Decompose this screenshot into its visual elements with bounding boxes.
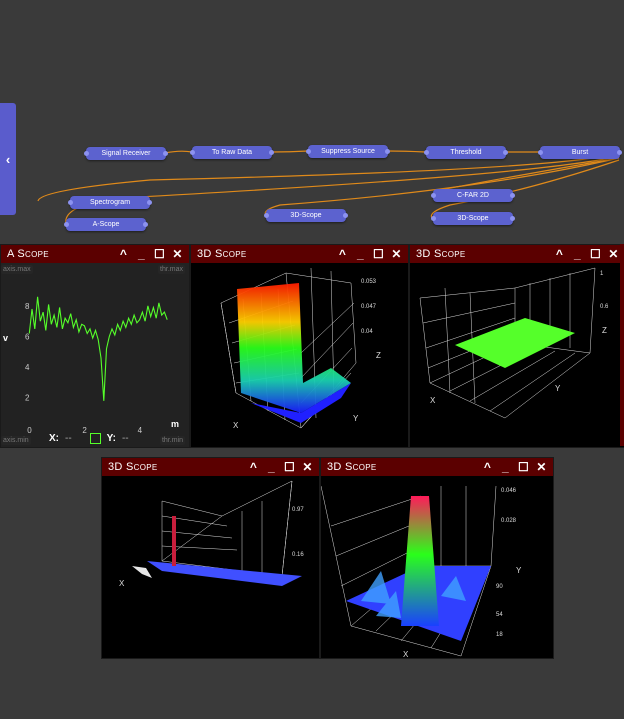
axis-min-field[interactable]: axis.min	[1, 436, 31, 445]
a-scope-title-bar[interactable]: A Scope ^ _ ☐ ✕	[1, 245, 189, 263]
z-tick: 1	[600, 271, 604, 277]
3d-scope-title-bar[interactable]: 3D Scope ^ _ ☐ ✕	[321, 458, 553, 476]
y-tick: 54	[496, 612, 503, 618]
maximize-icon[interactable]: ☐	[590, 247, 602, 261]
close-icon[interactable]: ✕	[391, 247, 402, 261]
z-axis-label: Z	[602, 326, 607, 335]
node-3d-scope-a[interactable]: 3D-Scope	[264, 209, 348, 222]
3d-surface-plot[interactable]: 1 0.6 Z X Y	[410, 263, 624, 447]
z-tick: 0.053	[361, 279, 377, 285]
y-axis-label: Y	[353, 414, 359, 423]
y-tick: 90	[496, 584, 503, 590]
y-readout-value: --	[121, 433, 129, 444]
y-tick-label: 8	[25, 302, 30, 311]
x-tick-label: 4	[138, 426, 143, 435]
window-title: 3D Scope	[197, 248, 247, 260]
node-3d-scope-b[interactable]: 3D-Scope	[431, 212, 515, 225]
x-tick-label: 0	[27, 426, 32, 435]
node-burst[interactable]: Burst	[538, 146, 622, 159]
maximize-icon[interactable]: ☐	[154, 247, 166, 261]
a-scope-plot[interactable]: v m 2 4 6 8 0 2 4	[1, 263, 189, 447]
z-tick: 0.16	[292, 552, 304, 558]
z-tick: 0.97	[292, 507, 304, 513]
y-axis-label: Y	[555, 384, 561, 393]
x-axis-label: m	[171, 419, 179, 429]
trace-color-swatch[interactable]	[89, 433, 101, 444]
collapse-icon[interactable]: ^	[555, 247, 564, 261]
y-tick-label: 2	[25, 394, 30, 403]
window-title: 3D Scope	[416, 248, 466, 260]
node-suppress-source[interactable]: Suppress Source	[306, 145, 390, 158]
minimize-icon[interactable]: _	[574, 247, 581, 261]
node-cfar-2d[interactable]: C-FAR 2D	[431, 189, 515, 202]
y-tick: 18	[496, 632, 503, 638]
x-axis-label: X	[430, 396, 436, 405]
3d-surface-plot[interactable]: 0.053 0.047 0.04 Z X Y	[191, 263, 408, 447]
z-tick: 0.047	[361, 304, 377, 310]
maximize-icon[interactable]: ☐	[518, 460, 530, 474]
collapse-icon[interactable]: ^	[338, 247, 347, 261]
3d-scope-title-bar[interactable]: 3D Scope ^ _ ☐ ✕	[410, 245, 624, 263]
3d-scope-window-1[interactable]: 3D Scope ^ _ ☐ ✕ 0.053	[190, 244, 409, 448]
sidebar-toggle-button[interactable]: ‹	[0, 103, 16, 215]
window-title: 3D Scope	[327, 461, 377, 473]
z-tick: 0.6	[600, 304, 609, 310]
x-readout-value: --	[65, 433, 72, 444]
z-tick: 0.046	[501, 488, 517, 494]
node-signal-receiver[interactable]: Signal Receiver	[84, 147, 168, 160]
collapse-icon[interactable]: ^	[249, 460, 258, 474]
3d-scope-window-2[interactable]: 3D Scope ^ _ ☐ ✕ 1 0.6 Z X Y	[409, 244, 624, 448]
minimize-icon[interactable]: _	[138, 247, 145, 261]
y-axis-label: Y	[516, 566, 522, 575]
minimize-icon[interactable]: _	[502, 460, 509, 474]
3d-scope-window-4[interactable]: 3D Scope ^ _ ☐ ✕ 0.046	[320, 457, 554, 659]
3d-surface-plot[interactable]: 0.97 0.16 X	[102, 476, 319, 658]
x-readout-label: X:	[49, 433, 59, 444]
node-spectrogram[interactable]: Spectrogram	[68, 196, 152, 209]
node-threshold[interactable]: Threshold	[424, 146, 508, 159]
z-tick: 0.028	[501, 518, 517, 524]
window-title: A Scope	[7, 248, 49, 260]
signal-trace	[28, 296, 168, 401]
minimize-icon[interactable]: _	[268, 460, 275, 474]
minimize-icon[interactable]: _	[357, 247, 364, 261]
y-tick-label: 6	[25, 333, 30, 342]
x-axis-label: X	[119, 579, 125, 588]
axis-max-field[interactable]: axis.max	[1, 265, 33, 274]
3d-scope-title-bar[interactable]: 3D Scope ^ _ ☐ ✕	[191, 245, 408, 263]
collapse-icon[interactable]: ^	[119, 247, 128, 261]
close-icon[interactable]: ✕	[536, 460, 547, 474]
offscreen-window-edge	[620, 244, 624, 446]
window-title: 3D Scope	[108, 461, 158, 473]
maximize-icon[interactable]: ☐	[373, 247, 385, 261]
threshold-min-field[interactable]: thr.min	[159, 436, 185, 445]
close-icon[interactable]: ✕	[608, 247, 619, 261]
node-a-scope[interactable]: A-Scope	[64, 218, 148, 231]
node-to-raw-data[interactable]: To Raw Data	[190, 146, 274, 159]
y-tick-label: 4	[25, 363, 30, 372]
threshold-max-field[interactable]: thr.max	[158, 265, 185, 274]
collapse-icon[interactable]: ^	[483, 460, 492, 474]
x-axis-label: X	[233, 421, 239, 430]
close-icon[interactable]: ✕	[302, 460, 313, 474]
close-icon[interactable]: ✕	[172, 247, 183, 261]
3d-scope-window-3[interactable]: 3D Scope ^ _ ☐ ✕ 0.97 0.16 X	[101, 457, 320, 659]
a-scope-window[interactable]: A Scope ^ _ ☐ ✕ axis.max thr.max axis.mi…	[0, 244, 190, 448]
z-tick: 0.04	[361, 329, 373, 335]
3d-scope-title-bar[interactable]: 3D Scope ^ _ ☐ ✕	[102, 458, 319, 476]
maximize-icon[interactable]: ☐	[284, 460, 296, 474]
y-axis-label: v	[3, 333, 8, 343]
x-axis-label: X	[403, 650, 409, 658]
y-readout-label: Y:	[106, 433, 116, 444]
x-tick-label: 2	[82, 426, 87, 435]
z-axis-label: Z	[376, 351, 381, 360]
3d-surface-plot[interactable]: 0.046 0.028 90 54 18 Y X	[320, 476, 553, 659]
